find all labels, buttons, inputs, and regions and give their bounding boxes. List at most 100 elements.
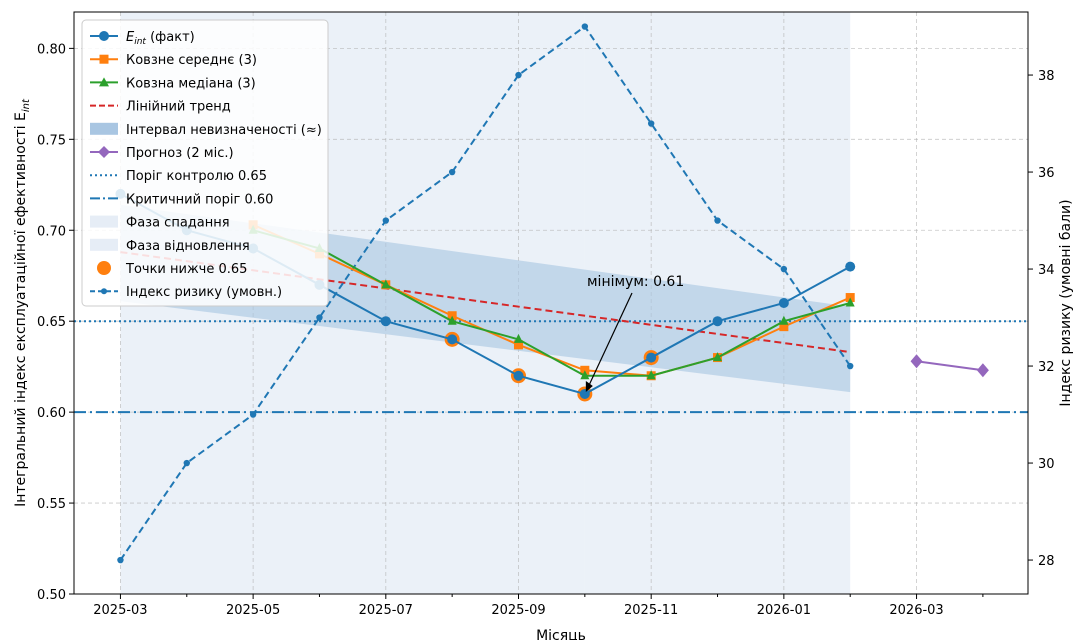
- y2-tick-label: 34: [1038, 263, 1055, 278]
- y2-tick-label: 36: [1038, 166, 1055, 181]
- forecast-line: [916, 360, 984, 372]
- y-tick-label: 0.50: [37, 588, 66, 603]
- legend-item: Критичний поріг 0.60: [90, 192, 273, 207]
- legend-label: Лінійний тренд: [126, 100, 231, 115]
- legend-label-sub: int: [134, 37, 146, 47]
- x-tick-label: 2026-01: [757, 603, 811, 618]
- legend-marker: [99, 54, 109, 64]
- legend-item: Точки нижче 0.65: [97, 261, 247, 277]
- legend-label: Точки нижче 0.65: [125, 262, 247, 277]
- y-tick-label: 0.65: [37, 315, 66, 330]
- legend-marker: [97, 261, 111, 275]
- legend-item: Інтервал невизначеності (≈): [90, 122, 322, 138]
- y-tick-label: 0.55: [37, 497, 66, 512]
- x-tick-label: 2025-11: [624, 603, 678, 618]
- y-tick-label: 0.80: [37, 42, 66, 57]
- legend-label: Ковзне середнє (3): [126, 53, 257, 68]
- moving-median-point: [381, 279, 391, 289]
- fact-point: [778, 298, 789, 308]
- legend-marker: [90, 238, 118, 251]
- moving-average-point: [779, 322, 789, 332]
- annotation-text: мінімум: 0.61: [587, 274, 684, 290]
- plot-frame: [73, 11, 1029, 595]
- legend-item: Індекс ризику (умовн.): [90, 285, 282, 300]
- fact-point: [579, 388, 590, 399]
- risk-index-point: [117, 556, 124, 564]
- legend-label: Eint (факт): [126, 30, 195, 47]
- moving-median-line: [252, 229, 851, 377]
- legend-item: Ковзне середнє (3): [90, 53, 257, 68]
- y2-axis-label: Індекс ризику (умовні бали): [1058, 199, 1074, 406]
- legend-marker: [90, 122, 118, 135]
- legend-item: Фаза спадання: [90, 215, 230, 231]
- legend-marker: [90, 215, 118, 228]
- y2-tick-label: 28: [1038, 554, 1055, 569]
- legend-label: Інтервал невизначеності (≈): [126, 123, 322, 138]
- fact-point: [513, 370, 524, 381]
- moving-median-point: [646, 370, 656, 380]
- legend-label-symbol: E: [126, 30, 135, 45]
- legend-item: Eint (факт): [90, 30, 195, 47]
- legend-box: [81, 19, 329, 307]
- legend-marker: [99, 31, 109, 41]
- y-axis-label-sub: int: [21, 98, 32, 112]
- legend-label: Прогноз (2 міс.): [126, 146, 234, 161]
- y-axis-label: Інтегральний індекс експлуатаційної ефек…: [13, 98, 32, 507]
- legend-label-rest: (факт): [146, 30, 195, 45]
- y-tick-label: 0.60: [37, 406, 66, 421]
- x-tick-label: 2025-05: [226, 603, 280, 618]
- legend-marker: [98, 146, 110, 158]
- risk-index-point: [515, 71, 522, 79]
- y-tick-label: 0.75: [37, 133, 66, 148]
- moving-average-point: [513, 340, 523, 350]
- legend-item: Ковзна медіана (3): [90, 76, 256, 91]
- moving-median-point: [713, 352, 723, 362]
- x-tick-label: 2026-03: [889, 603, 943, 618]
- legend-label: Критичний поріг 0.60: [126, 192, 273, 207]
- legend-label: Фаза відновлення: [126, 239, 250, 254]
- fact-point: [845, 261, 856, 272]
- risk-index-line: [119, 25, 852, 561]
- x-tick-label: 2025-09: [491, 603, 545, 618]
- risk-index-point: [581, 23, 589, 30]
- legend-label: Фаза спадання: [126, 216, 230, 231]
- legend-label: Поріг контролю 0.65: [126, 169, 267, 184]
- moving-median-point: [580, 370, 590, 380]
- moving-median-point: [447, 315, 457, 325]
- moving-median-point: [513, 333, 523, 343]
- fact-point: [380, 316, 391, 327]
- moving-median-point: [779, 315, 789, 325]
- risk-index-point: [714, 217, 721, 224]
- y-tick-label: 0.70: [37, 224, 66, 239]
- legend-item: Прогноз (2 міс.): [90, 146, 234, 161]
- annotation-arrow: [586, 292, 633, 391]
- moving-median-point: [845, 297, 855, 307]
- x-tick-label: 2025-03: [93, 603, 147, 618]
- legend-marker: [101, 288, 107, 295]
- risk-index-point: [183, 459, 190, 467]
- legend-item: Поріг контролю 0.65: [90, 169, 267, 184]
- y-axis-label-main: Інтегральний індекс експлуатаційної ефек…: [13, 112, 29, 507]
- fact-point: [712, 316, 723, 327]
- y2-tick-label: 38: [1038, 69, 1055, 84]
- x-axis-label: Місяць: [536, 628, 586, 640]
- risk-index-point: [448, 168, 456, 176]
- risk-index-point: [780, 265, 788, 273]
- risk-index-point: [382, 217, 390, 224]
- x-tick-label: 2025-07: [359, 603, 413, 618]
- risk-index-point: [847, 362, 854, 370]
- y2-tick-label: 32: [1038, 360, 1055, 375]
- risk-index-point: [647, 120, 655, 127]
- fact-point: [646, 352, 657, 363]
- legend-item: Фаза відновлення: [90, 238, 250, 254]
- fact-point: [447, 334, 458, 345]
- legend-label: Ковзна медіана (3): [126, 76, 256, 91]
- risk-index-point: [249, 411, 257, 418]
- legend-marker: [99, 77, 109, 87]
- forecast-point: [976, 363, 989, 378]
- legend-item: Лінійний тренд: [90, 100, 231, 115]
- forecast-point: [910, 354, 923, 369]
- risk-index-point: [316, 314, 323, 321]
- legend-label: Індекс ризику (умовн.): [126, 285, 282, 300]
